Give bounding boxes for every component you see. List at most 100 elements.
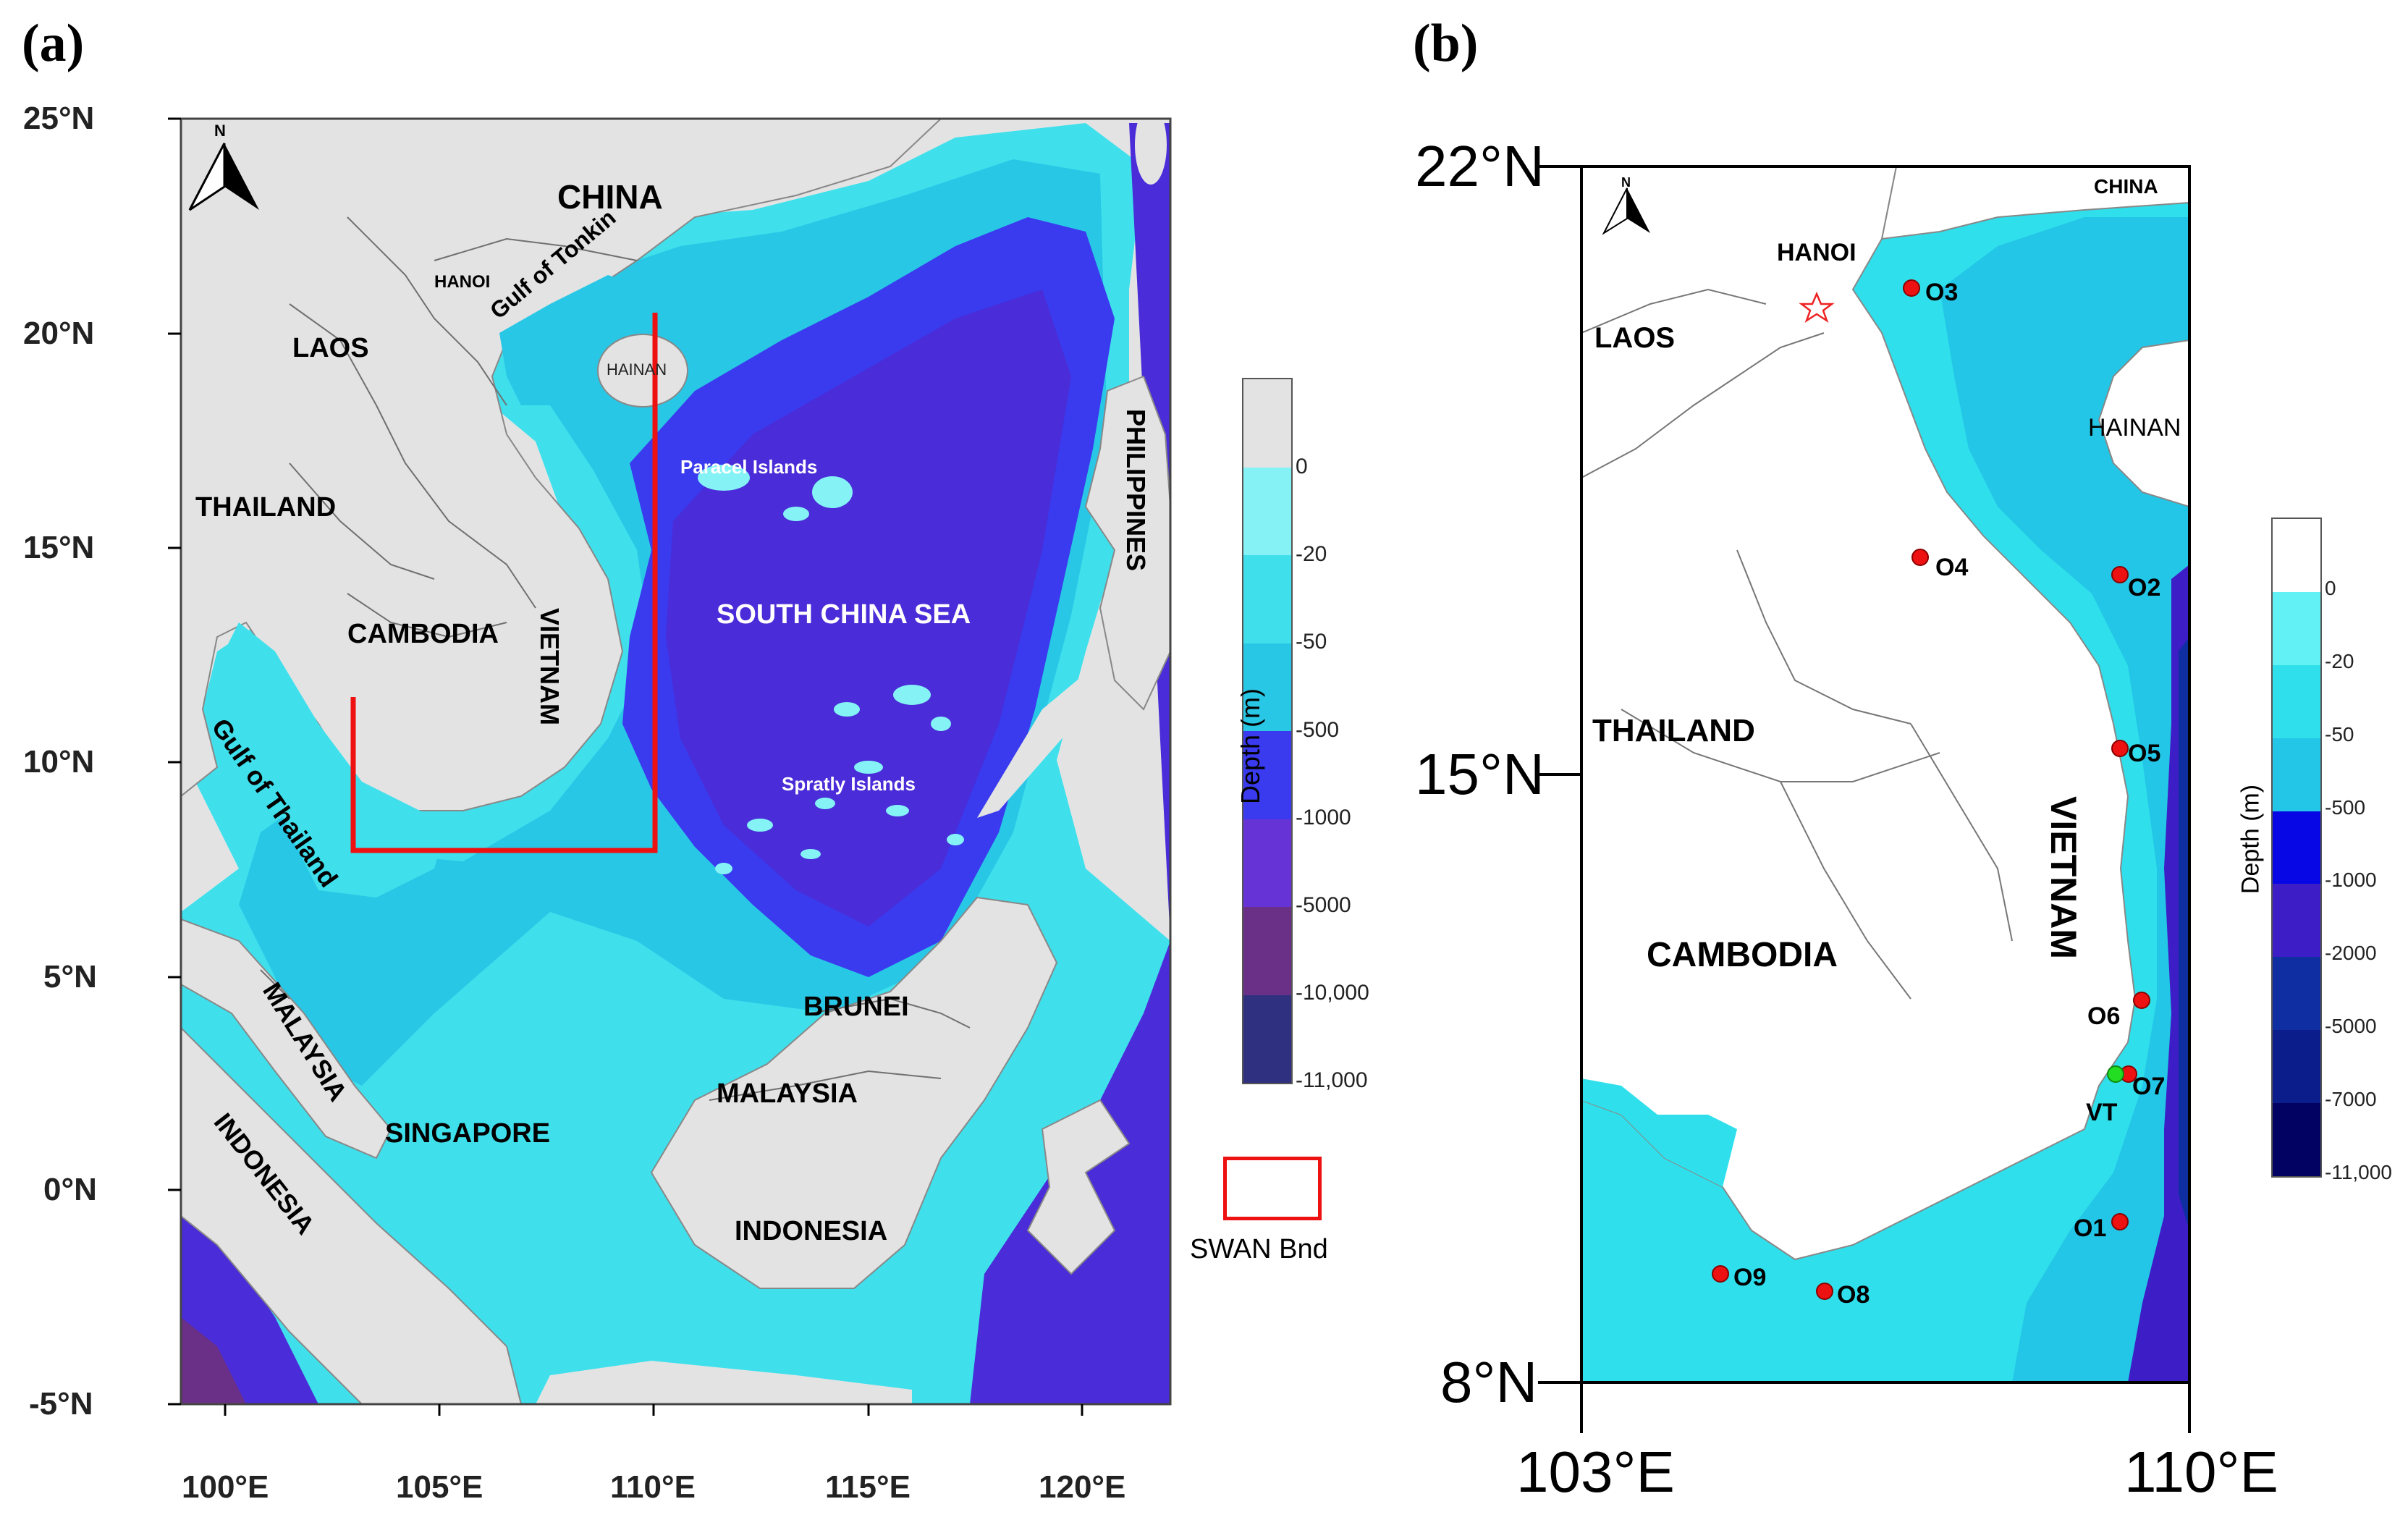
cbar-a-tick-1: -20 — [1296, 542, 1327, 566]
label-china-a: CHINA — [557, 178, 663, 216]
panel-b-inner-shelf — [1940, 217, 2189, 1382]
cbar-b-tick-5: -2000 — [2325, 942, 2377, 964]
panel-a-gulf-tonkin — [499, 275, 651, 405]
cbar-b-tick-3: -500 — [2325, 796, 2366, 819]
label-malaysia-e: MALAYSIA — [717, 1078, 858, 1109]
lon-label-100e: 100°E — [182, 1469, 269, 1505]
station-label-o9: O9 — [1733, 1264, 1767, 1291]
swan-legend-label: SWAN Bnd — [1190, 1234, 1328, 1264]
station-marker-vt — [2107, 1065, 2124, 1083]
panel-a-borneo — [650, 896, 1058, 1289]
panel-b-china-coast — [1880, 166, 2189, 240]
cbar-b-seg-5 — [2273, 884, 2320, 958]
lon-label-115e: 115°E — [825, 1469, 911, 1505]
panel-b-north-arrow — [1602, 187, 1650, 235]
lon-b-110e: 110°E — [2124, 1440, 2278, 1504]
label-laos-b: LAOS — [1594, 322, 1676, 354]
panel-a-palawan — [977, 673, 1100, 818]
cbar-b-seg-6 — [2273, 957, 2320, 1031]
cbar-a-seg-0 — [1243, 379, 1291, 468]
station-label-o8: O8 — [1837, 1281, 1870, 1309]
cbar-a-seg-7 — [1243, 994, 1291, 1083]
label-vietnam-b: VIETNAM — [2043, 796, 2084, 959]
label-spratly: Spratly Islands — [782, 773, 916, 795]
station-label-o6: O6 — [2087, 1002, 2121, 1030]
station-label-vt: VT — [2086, 1099, 2118, 1126]
lat-label-15n: 15°N — [23, 530, 95, 565]
panel-a-borders — [260, 216, 971, 1101]
station-label-o4: O4 — [1935, 554, 1969, 581]
cbar-a-tick-3: -500 — [1296, 718, 1340, 742]
cbar-b-tick-1: -20 — [2325, 650, 2354, 672]
cbar-b-seg-0 — [2273, 519, 2320, 592]
lat-b-22n: 22°N — [1415, 134, 1545, 198]
panel-a-north-arrow — [188, 143, 259, 211]
cbar-a-seg-6 — [1243, 907, 1291, 995]
cbar-a-tick-4: -1000 — [1296, 806, 1351, 829]
panel-b-hainan — [2098, 339, 2189, 508]
lon-label-120e: 120°E — [1039, 1469, 1126, 1505]
panel-a-colorbar — [1242, 378, 1293, 1084]
station-marker-o5 — [2111, 740, 2129, 757]
lat-label-5s: -5°N — [29, 1386, 93, 1422]
panel-b-gulf-thailand — [1581, 1078, 1737, 1187]
label-hanoi-b: HANOI — [1777, 239, 1856, 266]
lat-label-20n: 20°N — [23, 316, 95, 351]
panel-a-philippines-land — [1084, 375, 1170, 711]
station-label-o5: O5 — [2128, 740, 2161, 767]
label-china-b: CHINA — [2094, 175, 2158, 198]
cbar-a-seg-4 — [1243, 731, 1291, 819]
hanoi-star-icon — [1799, 291, 1835, 324]
panel-a-axis-ticks — [168, 117, 1083, 1416]
station-marker-o2 — [2111, 566, 2129, 583]
label-hainan-b: HAINAN — [2088, 414, 2181, 442]
label-hanoi-a: HANOI — [434, 272, 491, 292]
cbar-b-seg-7 — [2273, 1030, 2320, 1104]
label-thailand-b: THAILAND — [1592, 713, 1755, 748]
lat-b-8n: 8°N — [1440, 1350, 1538, 1414]
swan-legend-box — [1223, 1157, 1322, 1220]
cbar-a-tick-0: 0 — [1296, 455, 1308, 478]
panel-a-malay-peninsula — [181, 918, 392, 1160]
lat-label-0n: 0°N — [43, 1172, 97, 1207]
label-singapore: SINGAPORE — [385, 1118, 551, 1149]
label-laos-a: LAOS — [292, 333, 369, 363]
lat-label-25n: 25°N — [23, 101, 95, 136]
station-label-o3: O3 — [1925, 279, 1959, 306]
cbar-b-tick-7: -7000 — [2325, 1088, 2377, 1110]
lon-label-105e: 105°E — [396, 1469, 483, 1505]
panel-b-vietnam-land — [1581, 166, 2137, 1261]
panel-a-trench — [181, 1317, 246, 1404]
lat-b-15n: 15°N — [1415, 742, 1545, 806]
cbar-b-tick-8: -11,000 — [2325, 1161, 2392, 1183]
cbar-b-tick-6: -5000 — [2325, 1015, 2377, 1037]
panel-a-map — [168, 117, 1172, 1416]
lat-label-10n: 10°N — [23, 744, 95, 780]
cbar-a-seg-5 — [1243, 819, 1291, 907]
station-label-o2: O2 — [2128, 574, 2161, 601]
panel-b-borders — [1581, 288, 2013, 1000]
panel-a-hainan-island — [597, 334, 688, 407]
label-paracel: Paracel Islands — [680, 456, 818, 478]
panel-a-paracel-reefs — [698, 465, 853, 521]
label-cambodia-b: CAMBODIA — [1647, 936, 1838, 974]
panel-b-north-label: N — [1621, 175, 1631, 190]
panel-a-sulawesi — [1026, 1099, 1131, 1275]
cbar-b-seg-2 — [2273, 664, 2320, 738]
panel-a-pacific-deep — [970, 123, 1170, 1404]
panel-a-java — [536, 1361, 912, 1404]
cbar-a-seg-3 — [1243, 643, 1291, 731]
cbar-a-tick-5: -5000 — [1296, 893, 1351, 917]
station-marker-o4 — [1911, 549, 1929, 566]
panel-a-north-label: N — [214, 122, 226, 140]
station-marker-o8 — [1816, 1283, 1833, 1300]
panel-a-gulf-thailand — [224, 622, 449, 898]
station-marker-o6 — [2133, 992, 2150, 1009]
panel-b-deep-core — [2179, 637, 2189, 1230]
station-marker-o3 — [1903, 279, 1920, 297]
station-label-o1: O1 — [2074, 1215, 2107, 1242]
panel-a-taiwan — [1135, 119, 1167, 185]
label-scs: SOUTH CHINA SEA — [717, 599, 971, 630]
station-label-o7: O7 — [2132, 1073, 2166, 1100]
